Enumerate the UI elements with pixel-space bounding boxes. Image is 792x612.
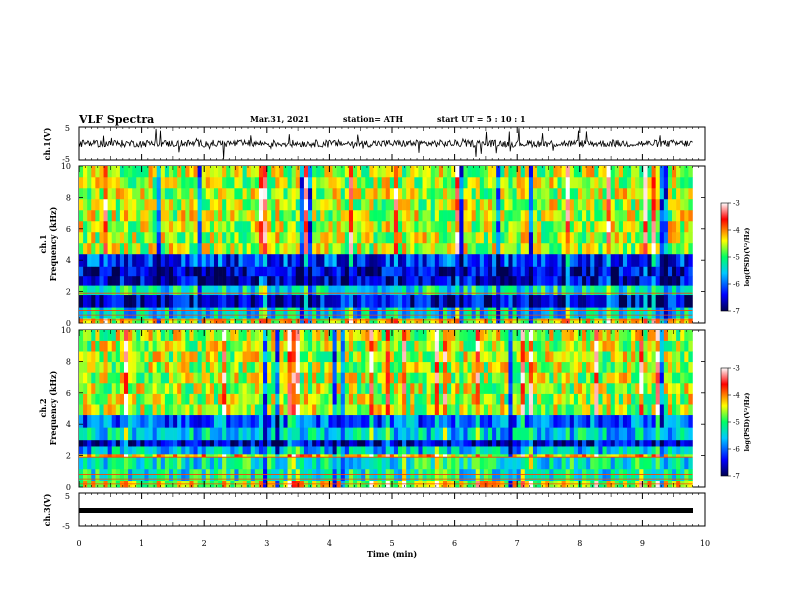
time-tick-label: 5 [389,539,394,548]
ch2-colorbar-gradient [720,367,729,477]
colorbar-tick-label: -3 [733,365,740,373]
colorbar-tick-label: -7 [733,473,740,481]
ytick-label: 8 [66,357,71,366]
ch1-spectrogram-ylabel-channel: ch.1 [38,234,48,253]
time-axis-label: Time (min) [367,549,417,559]
ch2-spectrogram-ylabel-frequency: Frequency (kHz) [48,370,58,445]
date-label: Mar.31, 2021 [250,114,309,124]
ch1-spectrogram-panel: 0 2 4 6 8 10 ch.1 Frequency (kHz) [38,162,706,328]
ch3-waveform-line [79,508,693,513]
start-time-label: start UT = 5 : 10 : 1 [437,114,526,124]
time-tick-label: 10 [700,539,710,548]
colorbar-tick-label: -4 [733,227,740,235]
time-tick-label: 7 [515,539,520,548]
ytick-label: 10 [61,162,71,171]
ch1-spectrogram-xticks [78,166,706,323]
ytick-label: 10 [61,326,71,335]
colorbar-tick-label: -5 [733,419,740,427]
ch2-spectrogram-ylabel-channel: ch.2 [38,398,48,417]
colorbar-tick-label: -4 [733,392,740,400]
ch3-ytick-top: 5 [65,492,70,501]
colorbar-tick-label: -6 [733,281,740,289]
ytick-label: 2 [66,452,71,461]
time-tick-label: 9 [640,539,645,548]
ch2-spectrogram-yticks: 0 2 4 6 8 10 [61,326,705,492]
ytick-label: 4 [66,256,71,265]
ch1-spectrogram-cells [79,166,693,324]
figure-title: VLF Spectra [78,113,154,126]
ch1-colorbar-gradient [720,202,729,312]
ytick-label: 0 [66,483,71,492]
time-tick-label: 2 [202,539,207,548]
time-tick-label: 3 [264,539,269,548]
ch1-spectrogram-yticks: 0 2 4 6 8 10 [61,162,705,328]
ch1-ytick-bottom: -5 [62,155,70,164]
station-label: station= ATH [343,114,403,124]
colorbar-tick-label: -3 [733,200,740,208]
time-tick-label: 6 [452,539,457,548]
ch2-spectrogram-xticks [78,330,706,487]
ytick-label: 0 [66,319,71,328]
ch1-waveform-ticks [78,127,706,160]
time-tick-label: 4 [327,539,332,548]
ch3-ylabel: ch.3(V) [42,493,52,526]
ch1-spectrogram-ylabel-frequency: Frequency (kHz) [48,206,58,281]
ytick-label: 6 [66,389,71,398]
colorbar-tick-label: -5 [733,254,740,262]
time-tick-label: 0 [76,539,81,548]
colorbar-tick-label: -6 [733,446,740,454]
ytick-label: 4 [66,420,71,429]
ytick-label: 2 [66,288,71,297]
ch3-waveform-panel: 5 -5 ch.3(V) [42,492,706,531]
ch2-colorbar-ticks: -3 -4 -5 -6 -7 [728,365,740,481]
time-tick-label: 8 [577,539,582,548]
ch2-spectrogram-panel: 0 2 4 6 8 10 ch.2 Frequency (kHz) [38,326,706,492]
ytick-label: 6 [66,225,71,234]
ch1-ylabel: ch.1(V) [42,127,52,160]
ch1-colorbar: -3 -4 -5 -6 -7 log(PSD)(V²/Hz) [720,200,751,316]
ch1-colorbar-label: log(PSD)(V²/Hz) [743,228,751,287]
ch3-ytick-bottom: -5 [62,522,70,531]
ch3-waveform-ticks [78,493,706,526]
time-axis-ticklabels: 0 1 2 3 4 5 6 7 8 9 10 [76,539,710,548]
ytick-label: 8 [66,193,71,202]
ch1-waveform-line [78,128,693,160]
colorbar-tick-label: -7 [733,308,740,316]
ch2-colorbar: -3 -4 -5 -6 -7 log(PSD)(V²/Hz) [720,365,751,481]
time-tick-label: 1 [139,539,144,548]
ch2-spectrogram-cells [79,330,693,488]
ch1-ytick-top: 5 [65,124,70,133]
ch1-waveform-panel: 5 -5 ch.1(V) [42,124,706,164]
ch1-colorbar-ticks: -3 -4 -5 -6 -7 [728,200,740,316]
ch2-colorbar-label: log(PSD)(V²/Hz) [743,393,751,452]
